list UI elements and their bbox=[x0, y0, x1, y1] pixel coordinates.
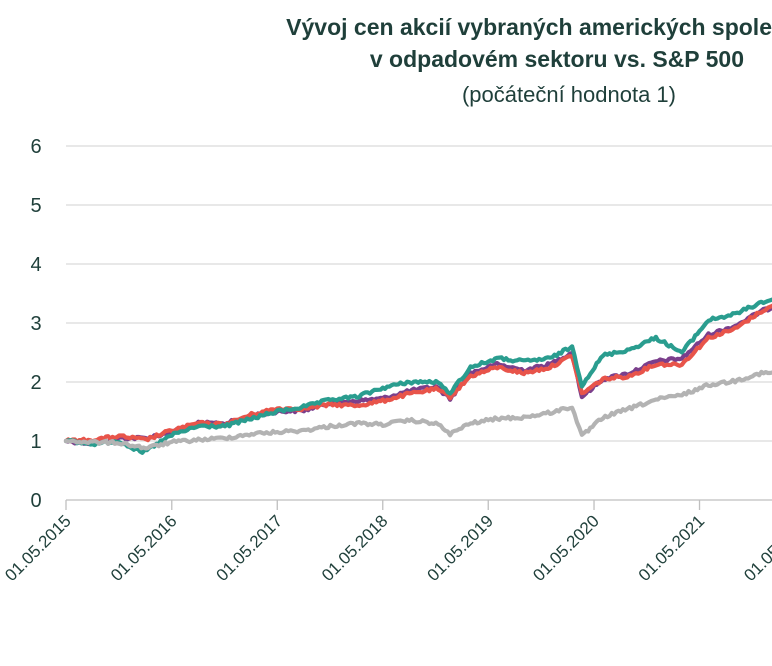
y-tick-label: 2 bbox=[30, 372, 41, 394]
x-axis-ticks: 01.05.2015 01.05.2016 01.05.2017 01.05.2018… bbox=[1, 500, 772, 585]
x-tick-label: 01.05.2019 bbox=[423, 511, 497, 585]
chart-subtitle: (počáteční hodnota 1) bbox=[461, 82, 676, 107]
gridlines bbox=[66, 145, 772, 442]
x-tick-label: 01.05.2016 bbox=[107, 511, 181, 585]
x-tick-label: 01.05.2020 bbox=[529, 511, 603, 585]
y-tick-label: 3 bbox=[30, 313, 41, 335]
x-tick-label: 01.05.2018 bbox=[318, 511, 392, 585]
y-tick-label: 0 bbox=[30, 490, 41, 512]
series-layer bbox=[63, 297, 772, 455]
y-tick-label: 5 bbox=[30, 195, 41, 217]
y-tick-label: 1 bbox=[30, 431, 41, 453]
chart-title-line-1: Vývoj cen akcií vybraných amerických spo… bbox=[286, 14, 772, 40]
x-tick-label: 01.05.2022 bbox=[740, 511, 772, 585]
x-tick-label: 01.05.2021 bbox=[635, 511, 709, 585]
y-tick-label: 4 bbox=[30, 254, 41, 276]
y-axis-ticks: 0 1 2 3 4 5 6 bbox=[30, 136, 41, 512]
series-line-3 bbox=[63, 297, 772, 455]
y-tick-label: 6 bbox=[30, 136, 41, 158]
chart-title-line-2: v odpadovém sektoru vs. S&P 500 bbox=[369, 46, 744, 72]
series-line-4 bbox=[63, 369, 772, 451]
x-tick-label: 01.05.2015 bbox=[1, 511, 75, 585]
series-line-2 bbox=[63, 303, 772, 445]
x-tick-label: 01.05.2017 bbox=[212, 511, 286, 585]
